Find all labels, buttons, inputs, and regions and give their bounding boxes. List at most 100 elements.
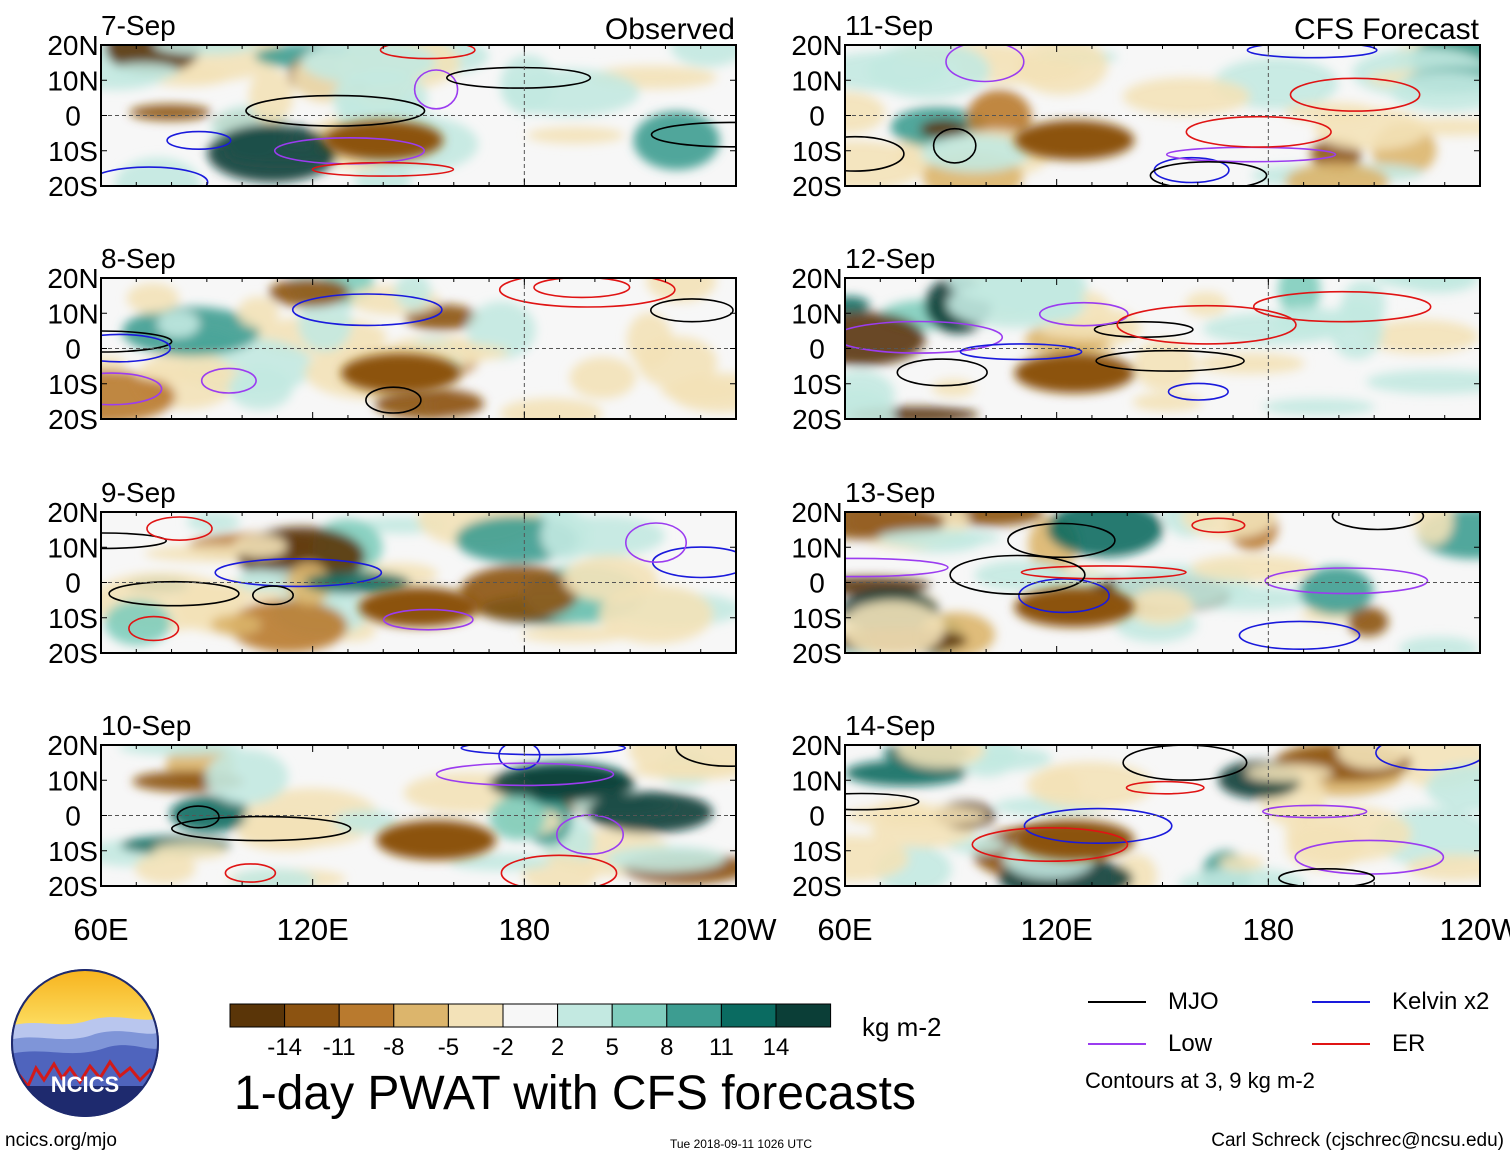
contours [845,745,1480,886]
contours [101,45,736,186]
y-tick-label: 20S [48,638,98,669]
chart-title: 1-day PWAT with CFS forecasts [234,1067,916,1120]
legend-low: Low [1088,1030,1212,1058]
footer-website[interactable]: ncics.org/mjo [5,1130,117,1151]
colorbar-swatch [666,1003,722,1028]
y-tick-label: 20N [791,30,842,61]
colorbar-units: kg m-2 [862,1012,942,1042]
y-tick-label: 0 [809,568,825,599]
y-tick-label: 10N [47,298,98,329]
legend-er: ER [1312,1030,1425,1058]
legend-kelvin-label: Kelvin x2 [1392,988,1490,1015]
y-tick-label: 10N [47,532,98,563]
y-tick-label: 10S [792,836,842,867]
contours [101,278,734,414]
contours [170,745,736,886]
forecast-label: CFS Forecast [1294,13,1480,46]
y-tick-label: 10S [48,369,98,400]
y-tick-label: 0 [65,334,81,365]
panel-ticks [844,744,1481,887]
colorbar-label: 5 [606,1034,619,1061]
panel-ticks [844,511,1481,654]
panel-ticks [100,277,737,420]
y-tick-label: 0 [65,568,81,599]
y-tick-label: 10S [792,603,842,634]
y-tick-label: 20N [47,497,98,528]
pwat-field [845,278,1480,419]
colorbar-label: 14 [763,1034,790,1061]
y-tick-label: 0 [809,334,825,365]
panel-ticks [100,44,737,187]
x-tick-label: 60E [817,912,872,947]
panel-ticks [100,744,737,887]
x-tick-label: 120E [276,912,348,947]
panel-date-label: 14-Sep [845,710,935,741]
panel-7-sep: 7-Sep Observed 20N 10N 0 10S 20S [47,10,737,202]
pwat-field [845,512,1480,653]
pwat-field [101,45,736,186]
legend-mjo: MJO [1088,988,1219,1016]
y-tick-label: 0 [65,801,81,832]
colorbar-label: -11 [323,1034,356,1061]
legend-low-label: Low [1168,1030,1213,1057]
y-tick-label: 0 [65,101,81,132]
contours [101,516,736,642]
panel-ticks [844,44,1481,187]
y-tick-label: 20S [792,171,842,202]
y-tick-label: 10N [47,65,98,96]
pwat-field [101,745,736,886]
colorbar-label: 11 [709,1034,734,1061]
pwat-field [101,278,736,419]
y-tick-label: 10S [48,603,98,634]
legend-kelvin-line [1312,1001,1370,1003]
colorbar-swatch [502,1003,559,1028]
y-tick-label: 20N [47,30,98,61]
panels-layer: 7-Sep Observed20N10N010S20S8-Sep20N10N010… [47,10,1481,902]
footer-author: Carl Schreck (cjschrec@ncsu.edu) [1211,1130,1504,1151]
y-tick-label: 0 [809,101,825,132]
y-tick-label: 10S [792,369,842,400]
panel-date-label: 12-Sep [845,243,935,274]
y-tick-label: 20N [47,730,98,761]
y-tick-label: 10N [791,765,842,796]
contour-note: Contours at 3, 9 kg m-2 [1085,1068,1315,1093]
legend-kelvin: Kelvin x2 [1312,988,1489,1016]
y-tick-label: 20N [791,497,842,528]
y-tick-label: 10N [47,765,98,796]
panel-date-label: 11-Sep [845,10,933,41]
colorbar-swatch [447,1003,504,1028]
pwat-field [101,512,736,653]
panel-date-label: 7-Sep [101,10,176,41]
y-tick-label: 0 [809,801,825,832]
panel-ticks [100,511,737,654]
y-tick-label: 20N [791,730,842,761]
colorbar-swatch [393,1003,449,1028]
contours [845,290,1432,401]
y-tick-label: 20S [48,171,98,202]
y-tick-label: 20S [792,404,842,435]
x-tick-label: 180 [1242,912,1294,947]
legend-mjo-label: MJO [1168,988,1219,1015]
ncics-logo: NCICS [10,968,160,1118]
colorbar-label: -5 [438,1034,459,1061]
x-tick-label: 120W [1440,912,1510,947]
x-axis-labels: 60E 120E 180 120W 60E 120E 180 120W [73,912,1510,947]
x-tick-label: 120E [1020,912,1092,947]
colorbar-label: -2 [492,1034,513,1061]
legend-er-line [1312,1043,1370,1045]
pwat-field [845,45,1480,186]
colorbar-swatch [557,1003,613,1028]
x-tick-label: 120W [696,912,778,947]
colorbar-swatch [284,1003,340,1028]
y-tick-label: 10N [791,532,842,563]
y-tick-label: 10N [791,298,842,329]
y-tick-label: 10S [48,136,98,167]
panel-date-label: 8-Sep [101,243,176,274]
